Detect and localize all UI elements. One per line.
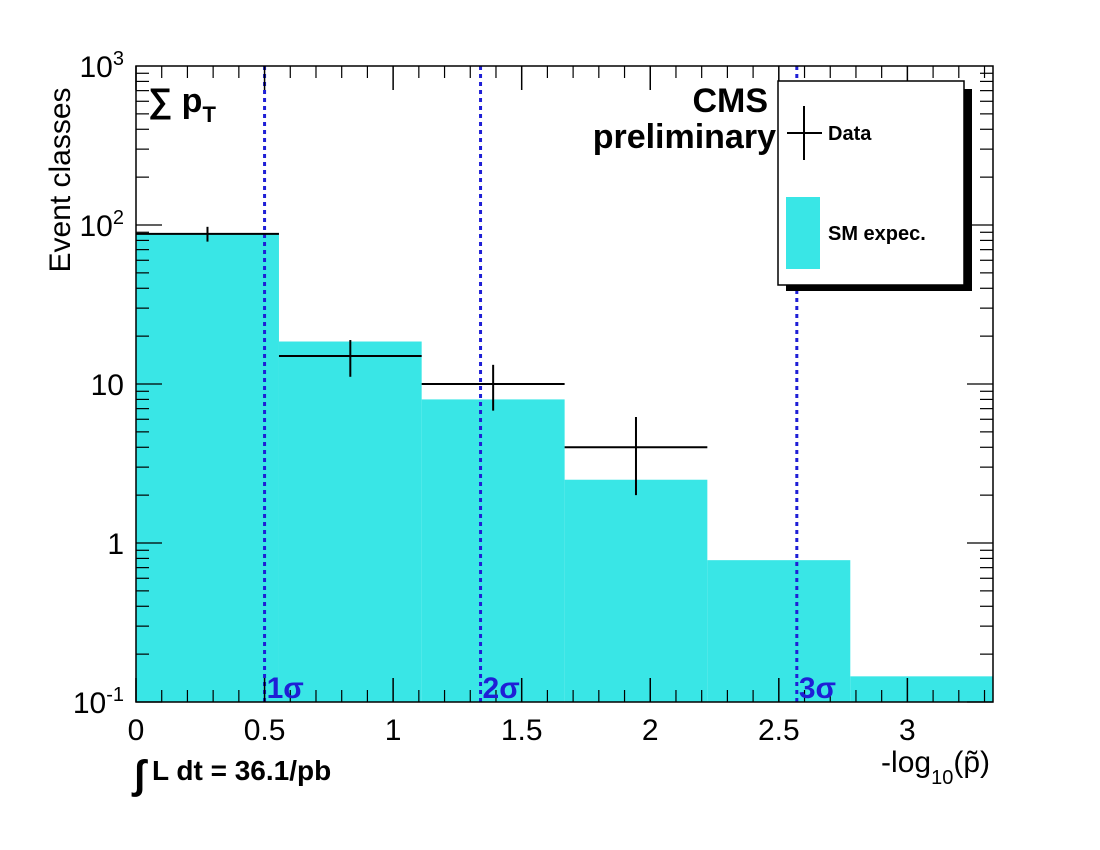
y-tick-label: 102 xyxy=(80,207,125,243)
x-tick-label: 1.5 xyxy=(501,714,543,747)
luminosity-integral-sign: ∫ xyxy=(131,753,148,797)
legend-data-marker xyxy=(787,106,822,160)
x-tick-label: 2 xyxy=(642,714,659,747)
sm-bar xyxy=(850,676,993,702)
y-tick-labels: 10-1 1 10 102 103 xyxy=(73,48,124,720)
sigma-label: 2σ xyxy=(483,672,520,705)
data-point xyxy=(421,364,565,411)
sigma-label: 3σ xyxy=(799,672,836,705)
sm-bar xyxy=(278,341,422,702)
legend-data-label: Data xyxy=(828,123,872,145)
sigma-label: 1σ xyxy=(267,672,304,705)
y-tick-label: 10 xyxy=(91,369,124,402)
x-tick-label: 2.5 xyxy=(758,714,800,747)
y-tick-label: 103 xyxy=(80,48,125,84)
legend: Data SM expec. xyxy=(777,80,972,291)
x-axis-title: -log10(p̃) xyxy=(881,746,990,789)
data-point xyxy=(136,226,279,242)
y-tick-label: 1 xyxy=(107,528,124,561)
legend-sm-label: SM expec. xyxy=(828,223,926,245)
experiment-label: CMS xyxy=(692,82,768,120)
x-tick-label: 0 xyxy=(128,714,145,747)
y-axis-title: Event classes xyxy=(44,87,77,272)
sm-bar xyxy=(136,233,279,702)
y-tick-label: 10-1 xyxy=(73,684,124,720)
axis-ticks xyxy=(135,66,993,703)
sigma-labels: 1σ 2σ 3σ xyxy=(267,672,836,705)
variable-label: ∑ pT xyxy=(148,82,216,127)
data-points xyxy=(136,226,708,496)
x-tick-label: 1 xyxy=(385,714,402,747)
x-tick-label: 0.5 xyxy=(244,714,286,747)
x-tick-label: 3 xyxy=(899,714,916,747)
data-point xyxy=(564,417,708,496)
preliminary-label: preliminary xyxy=(593,118,776,156)
legend-sm-swatch xyxy=(786,197,820,269)
luminosity-label: L dt = 36.1/pb xyxy=(152,755,331,786)
sm-bar xyxy=(421,399,565,702)
sm-bar xyxy=(564,479,708,702)
x-tick-labels: 0 0.5 1 1.5 2 2.5 3 xyxy=(128,714,916,747)
data-point xyxy=(278,340,422,377)
